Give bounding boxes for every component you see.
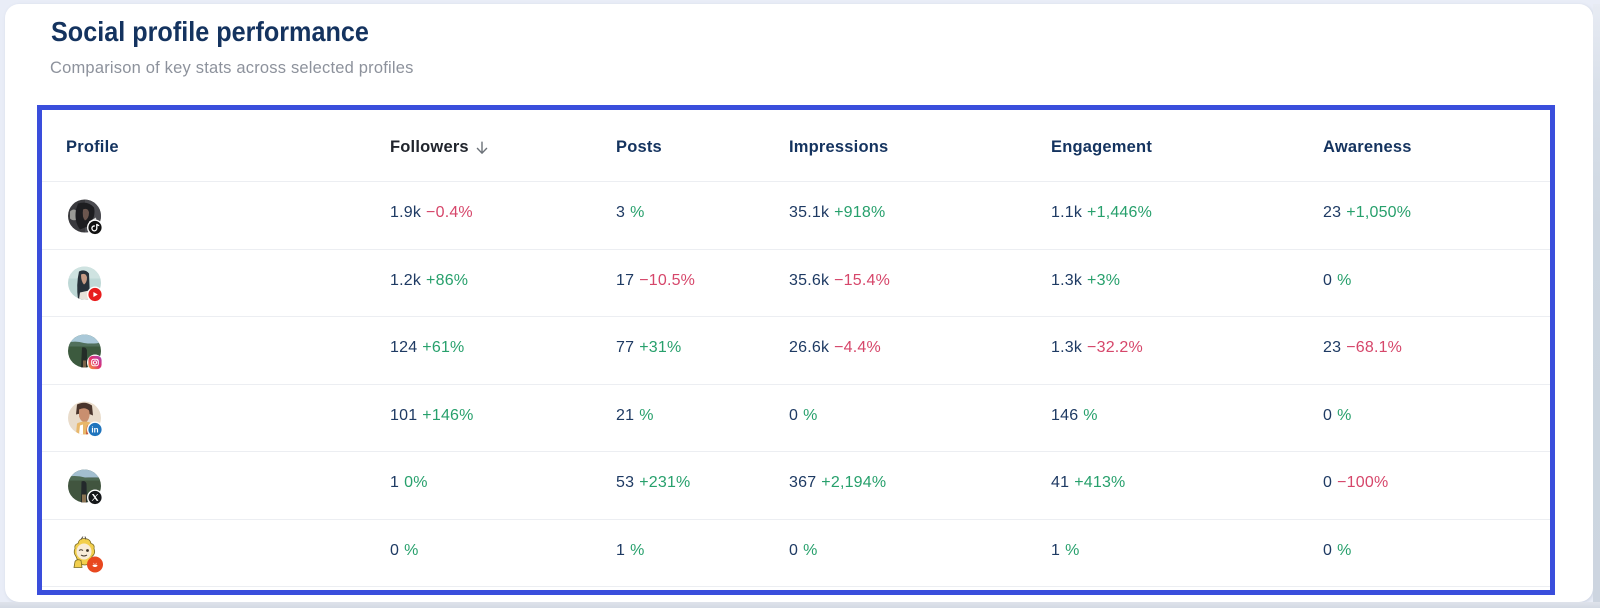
svg-text:in: in — [91, 426, 98, 435]
